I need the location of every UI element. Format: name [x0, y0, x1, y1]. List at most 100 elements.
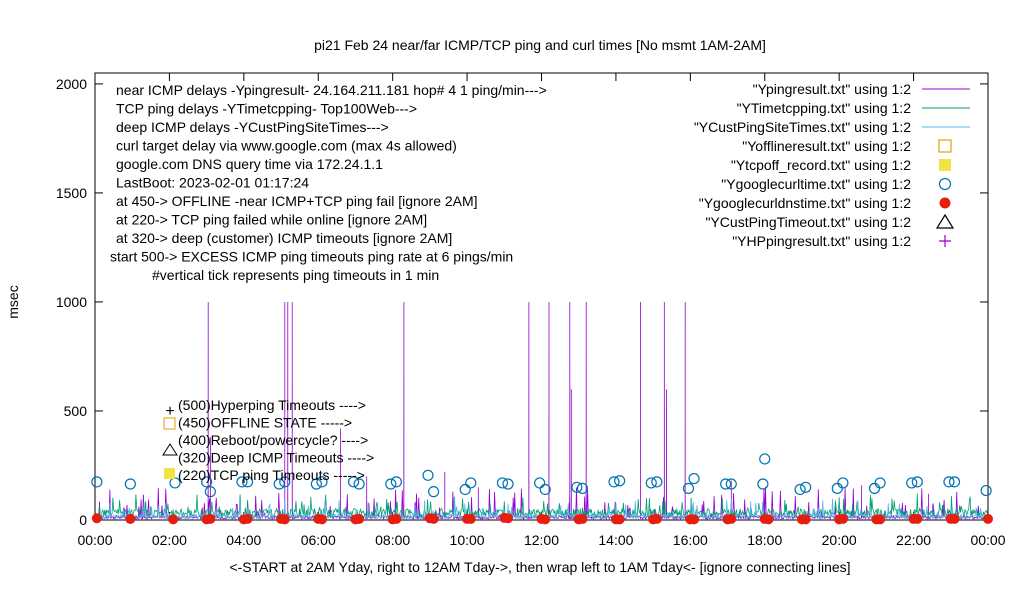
- y-tick-label: 2000: [56, 76, 87, 92]
- plus-icon: +: [165, 403, 174, 420]
- legend-triangle-icon: [935, 213, 955, 229]
- data-point-googlecurldnstime: [354, 513, 365, 524]
- y-tick-label: 0: [79, 512, 87, 528]
- data-point-googlecurldnstime: [614, 514, 625, 525]
- data-point-googlecurltime: [645, 477, 657, 489]
- data-point-googlecurltime: [273, 478, 285, 490]
- data-point-googlecurltime: [651, 476, 663, 488]
- x-tick-label: 18:00: [747, 532, 782, 548]
- x-ticks: 00:00 02:00 04:00 06:00 08:00 10:00 12:00 14:00…: [77, 73, 1006, 548]
- data-point-googlecurldnstime: [651, 513, 662, 524]
- data-point-googlecurltime: [316, 476, 328, 488]
- legend-filled-square-icon: [939, 159, 951, 171]
- series-points: [91, 453, 993, 525]
- data-point-googlecurltime: [91, 476, 103, 488]
- x-axis-label: <-START at 2AM Yday, right to 12AM Tday-…: [229, 559, 850, 575]
- x-tick-label: 22:00: [896, 532, 931, 548]
- data-point-googlecurldnstime: [577, 513, 588, 524]
- data-point-googlecurltime: [837, 477, 849, 489]
- data-point-googlecurltime: [201, 476, 213, 488]
- data-point-googlecurltime: [759, 453, 771, 465]
- open-square-icon: [163, 417, 176, 430]
- data-point-googlecurltime: [241, 476, 254, 488]
- data-point-googlecurldnstime: [800, 514, 811, 525]
- data-point-googlecurltime: [459, 483, 471, 496]
- x-tick-label: 08:00: [375, 532, 410, 548]
- marker-annotations: (500)Hyperping Timeouts ----> (450)OFFLIN…: [162, 397, 374, 483]
- data-point-googlecurltime: [422, 469, 434, 481]
- data-point-googlecurltime: [279, 476, 291, 488]
- data-point-googlecurltime: [539, 483, 551, 496]
- x-tick-label: 20:00: [822, 532, 857, 548]
- legend-label: "Ytcpoff_record.txt" using 1:2: [731, 157, 911, 173]
- x-tick-label: 16:00: [673, 532, 708, 548]
- data-point-googlecurltime: [614, 475, 626, 487]
- data-point-googlecurldnstime: [763, 514, 774, 525]
- data-point-googlecurltime: [465, 477, 477, 489]
- x-tick-label: 14:00: [598, 532, 633, 548]
- data-point-googlecurldnstime: [91, 513, 102, 524]
- annotation-block: near ICMP delays -Ypingresult- 24.164.21…: [110, 82, 547, 283]
- data-point-googlecurltime: [794, 483, 806, 496]
- plot-area: 0 500 1000 1500 2000 00:00 02:00 04:00 06:00 08:…: [56, 72, 1006, 548]
- data-point-googlecurltime: [800, 481, 812, 493]
- y-tick-label: 500: [64, 403, 88, 419]
- data-point-googlecurldnstime: [242, 513, 253, 524]
- data-point-googlecurldnstime: [125, 513, 136, 524]
- y-tick-label: 1000: [56, 294, 87, 310]
- data-point-googlecurldnstime: [875, 514, 886, 525]
- y-tick-label: 1500: [56, 185, 87, 201]
- x-tick-label: 12:00: [524, 532, 559, 548]
- data-point-googlecurltime: [427, 486, 440, 498]
- data-point-googlecurldnstime: [279, 514, 290, 525]
- x-tick-label: 02:00: [152, 532, 187, 548]
- legend-label: "Ypingresult.txt" using 1:2: [753, 81, 912, 97]
- data-point-googlecurldnstime: [983, 513, 993, 524]
- data-point-googlecurldnstime: [912, 513, 923, 524]
- data-point-googlecurltime: [576, 482, 589, 494]
- data-point-googlecurltime: [948, 476, 961, 488]
- legend-label: "Ygooglecurldnstime.txt" using 1:2: [699, 195, 911, 211]
- data-point-googlecurltime: [608, 476, 620, 488]
- annotation-line: near ICMP delays -Ypingresult- 24.164.21…: [116, 82, 547, 98]
- marker-annotation: (320)Deep ICMP Timeouts ---->: [178, 450, 374, 466]
- legend-label: "YCustPingSiteTimes.txt" using 1:2: [694, 119, 911, 135]
- data-point-googlecurldnstime: [205, 513, 216, 524]
- annotation-line: google.com DNS query time via 172.24.1.1: [116, 156, 383, 172]
- data-point-googlecurltime: [390, 476, 402, 488]
- data-point-googlecurltime: [353, 478, 365, 490]
- marker-annotation: (500)Hyperping Timeouts ---->: [178, 397, 366, 413]
- data-point-googlecurltime: [725, 478, 737, 490]
- x-tick-label: 06:00: [301, 532, 336, 548]
- filled-square-icon: [164, 468, 175, 479]
- legend-label: "Ygooglecurltime.txt" using 1:2: [721, 176, 911, 192]
- data-point-googlecurltime: [534, 477, 546, 489]
- marker-annotation: (220)TCP ping Timeouts ----->: [178, 467, 365, 483]
- marker-annotation: (400)Reboot/powercycle? ---->: [178, 432, 368, 448]
- annotation-line: LastBoot: 2023-02-01 01:17:24: [116, 175, 309, 191]
- data-point-googlecurldnstime: [689, 514, 700, 525]
- data-point-googlecurltime: [496, 477, 509, 489]
- data-point-googlecurltime: [385, 478, 397, 490]
- data-point-googlecurltime: [720, 478, 732, 490]
- data-point-googlecurltime: [347, 476, 360, 488]
- x-tick-label: 10:00: [450, 532, 485, 548]
- data-point-googlecurltime: [236, 476, 248, 488]
- chart-title: pi21 Feb 24 near/far ICMP/TCP ping and c…: [314, 37, 766, 53]
- data-point-googlecurltime: [204, 486, 216, 498]
- data-point-googlecurltime: [682, 482, 695, 494]
- legend-plus-icon: [939, 235, 951, 247]
- x-tick-label: 04:00: [226, 532, 261, 548]
- data-point-googlecurldnstime: [540, 514, 551, 525]
- data-point-googlecurltime: [911, 476, 923, 488]
- data-point-googlecurldnstime: [168, 514, 179, 525]
- annotation-line: #vertical tick represents ping timeouts …: [152, 267, 439, 283]
- data-point-googlecurltime: [757, 478, 769, 490]
- legend-label: "Yofflineresult.txt" using 1:2: [742, 138, 911, 154]
- data-point-googlecurltime: [906, 477, 918, 489]
- annotation-line: deep ICMP delays -YCustPingSiteTimes--->: [116, 119, 389, 135]
- data-point-googlecurldnstime: [949, 513, 960, 524]
- y-ticks: 0 500 1000 1500 2000: [56, 76, 988, 528]
- annotation-line: curl target delay via www.google.com (ma…: [116, 138, 457, 154]
